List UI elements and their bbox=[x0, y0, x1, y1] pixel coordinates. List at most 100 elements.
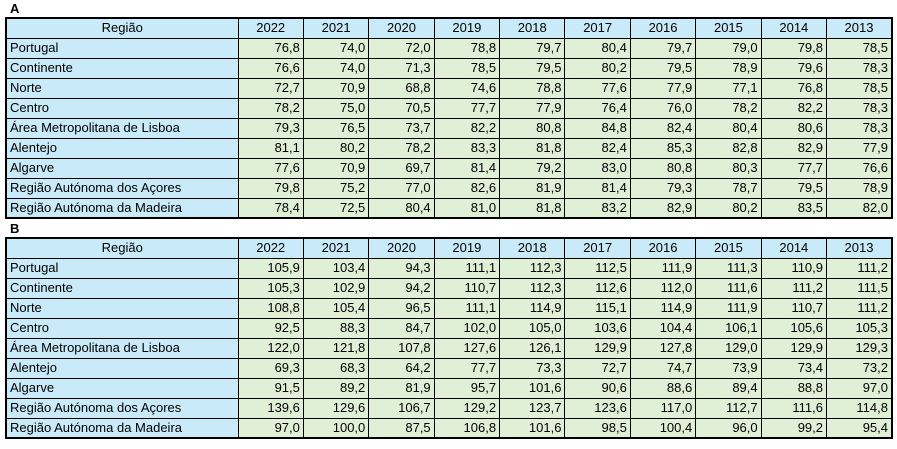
header-row: Região 2022 2021 2020 2019 2018 2017 2016 2015 20… bbox=[5, 237, 893, 259]
value-cell: 111,2 bbox=[826, 257, 893, 279]
year-column-header: 2013 bbox=[826, 237, 893, 259]
table-a: Região 2022 2021 2020 2019 2018 2017 2016 2015 20… bbox=[5, 17, 893, 219]
value-cell: 79,6 bbox=[760, 57, 828, 79]
value-cell: 79,3 bbox=[629, 177, 697, 199]
value-cell: 73,3 bbox=[499, 357, 566, 379]
region-name-cell: Portugal bbox=[5, 257, 239, 279]
value-cell: 81,8 bbox=[499, 137, 566, 159]
table-row: Região Autónoma dos Açores 139,6 129,6 106,… bbox=[5, 397, 893, 419]
value-cell: 72,7 bbox=[237, 77, 304, 99]
value-cell: 78,3 bbox=[826, 117, 893, 139]
region-name-cell: Área Metropolitana de Lisboa bbox=[5, 117, 239, 139]
value-cell: 81,4 bbox=[564, 177, 631, 199]
value-cell: 81,1 bbox=[237, 137, 304, 159]
value-cell: 72,5 bbox=[302, 197, 370, 219]
value-cell: 85,3 bbox=[629, 137, 697, 159]
value-cell: 73,4 bbox=[760, 357, 828, 379]
value-cell: 101,6 bbox=[499, 417, 566, 439]
value-cell: 97,0 bbox=[826, 377, 893, 399]
value-cell: 129,6 bbox=[302, 397, 370, 419]
value-cell: 102,9 bbox=[302, 277, 370, 299]
value-cell: 81,0 bbox=[433, 197, 501, 219]
value-cell: 74,0 bbox=[302, 37, 370, 59]
value-cell: 81,4 bbox=[433, 157, 501, 179]
value-cell: 77,6 bbox=[237, 157, 304, 179]
value-cell: 112,3 bbox=[499, 257, 566, 279]
value-cell: 94,2 bbox=[368, 277, 435, 299]
value-cell: 76,8 bbox=[237, 37, 304, 59]
value-cell: 70,9 bbox=[302, 157, 370, 179]
value-cell: 129,3 bbox=[826, 337, 893, 359]
year-column-header: 2019 bbox=[433, 17, 501, 39]
value-cell: 123,6 bbox=[564, 397, 631, 419]
value-cell: 82,6 bbox=[433, 177, 501, 199]
value-cell: 100,4 bbox=[629, 417, 697, 439]
value-cell: 115,1 bbox=[564, 297, 631, 319]
region-column-header: Região bbox=[5, 237, 239, 259]
value-cell: 107,8 bbox=[368, 337, 435, 359]
value-cell: 129,0 bbox=[695, 337, 762, 359]
region-name-cell: Continente bbox=[5, 57, 239, 79]
region-name-cell: Área Metropolitana de Lisboa bbox=[5, 337, 239, 359]
table-row: Algarve 77,6 70,9 69,7 81,4 79,2 83,0 80,8 80,3 7… bbox=[5, 157, 893, 179]
value-cell: 69,3 bbox=[237, 357, 304, 379]
value-cell: 127,6 bbox=[433, 337, 501, 359]
year-column-header: 2019 bbox=[433, 237, 501, 259]
value-cell: 105,6 bbox=[760, 317, 828, 339]
value-cell: 105,3 bbox=[237, 277, 304, 299]
region-name-cell: Centro bbox=[5, 317, 239, 339]
value-cell: 80,8 bbox=[629, 157, 697, 179]
value-cell: 69,7 bbox=[368, 157, 435, 179]
value-cell: 88,8 bbox=[760, 377, 828, 399]
value-cell: 112,5 bbox=[564, 257, 631, 279]
year-column-header: 2020 bbox=[368, 17, 435, 39]
value-cell: 111,1 bbox=[433, 257, 501, 279]
table-row: Continente 105,3 102,9 94,2 110,7 112,3 112,6 1… bbox=[5, 277, 893, 299]
region-name-cell: Região Autónoma da Madeira bbox=[5, 417, 239, 439]
value-cell: 139,6 bbox=[237, 397, 304, 419]
value-cell: 80,3 bbox=[695, 157, 762, 179]
value-cell: 82,8 bbox=[695, 137, 762, 159]
value-cell: 114,8 bbox=[826, 397, 893, 419]
value-cell: 64,2 bbox=[368, 357, 435, 379]
region-name-cell: Norte bbox=[5, 297, 239, 319]
value-cell: 99,2 bbox=[760, 417, 828, 439]
table-row: Alentejo 69,3 68,3 64,2 77,7 73,3 72,7 74,7 73,9… bbox=[5, 357, 893, 379]
value-cell: 100,0 bbox=[302, 417, 370, 439]
value-cell: 117,0 bbox=[629, 397, 697, 419]
value-cell: 105,0 bbox=[499, 317, 566, 339]
value-cell: 108,8 bbox=[237, 297, 304, 319]
value-cell: 112,3 bbox=[499, 277, 566, 299]
value-cell: 112,7 bbox=[695, 397, 762, 419]
value-cell: 74,6 bbox=[433, 77, 501, 99]
value-cell: 126,1 bbox=[499, 337, 566, 359]
value-cell: 105,4 bbox=[302, 297, 370, 319]
table-row: Continente 76,6 74,0 71,3 78,5 79,5 80,2 79,5 78… bbox=[5, 57, 893, 79]
value-cell: 82,9 bbox=[629, 197, 697, 219]
value-cell: 127,8 bbox=[629, 337, 697, 359]
table-row: Centro 92,5 88,3 84,7 102,0 105,0 103,6 104,4 10… bbox=[5, 317, 893, 339]
value-cell: 106,7 bbox=[368, 397, 435, 419]
value-cell: 73,7 bbox=[368, 117, 435, 139]
table-row: Alentejo 81,1 80,2 78,2 83,3 81,8 82,4 85,3 82,8… bbox=[5, 137, 893, 159]
value-cell: 111,3 bbox=[695, 257, 762, 279]
table-row: Algarve 91,5 89,2 81,9 95,7 101,6 90,6 88,6 89,4… bbox=[5, 377, 893, 399]
year-column-header: 2015 bbox=[695, 237, 762, 259]
value-cell: 70,9 bbox=[302, 77, 370, 99]
table-b-header: Região 2022 2021 2020 2019 2018 2017 2016 2015 20… bbox=[5, 237, 893, 259]
value-cell: 83,5 bbox=[760, 197, 828, 219]
value-cell: 77,7 bbox=[433, 97, 501, 119]
table-row: Região Autónoma da Madeira 78,4 72,5 80,4 81… bbox=[5, 197, 893, 219]
table-row: Área Metropolitana de Lisboa 79,3 76,5 73,7… bbox=[5, 117, 893, 139]
table-row: Portugal 76,8 74,0 72,0 78,8 79,7 80,4 79,7 79,0… bbox=[5, 37, 893, 59]
table-row: Área Metropolitana de Lisboa 122,0 121,8 10… bbox=[5, 337, 893, 359]
value-cell: 71,3 bbox=[368, 57, 435, 79]
value-cell: 82,4 bbox=[564, 137, 631, 159]
value-cell: 95,4 bbox=[826, 417, 893, 439]
value-cell: 94,3 bbox=[368, 257, 435, 279]
value-cell: 91,5 bbox=[237, 377, 304, 399]
value-cell: 111,5 bbox=[826, 277, 893, 299]
value-cell: 77,1 bbox=[695, 77, 762, 99]
value-cell: 82,2 bbox=[433, 117, 501, 139]
value-cell: 77,7 bbox=[760, 157, 828, 179]
